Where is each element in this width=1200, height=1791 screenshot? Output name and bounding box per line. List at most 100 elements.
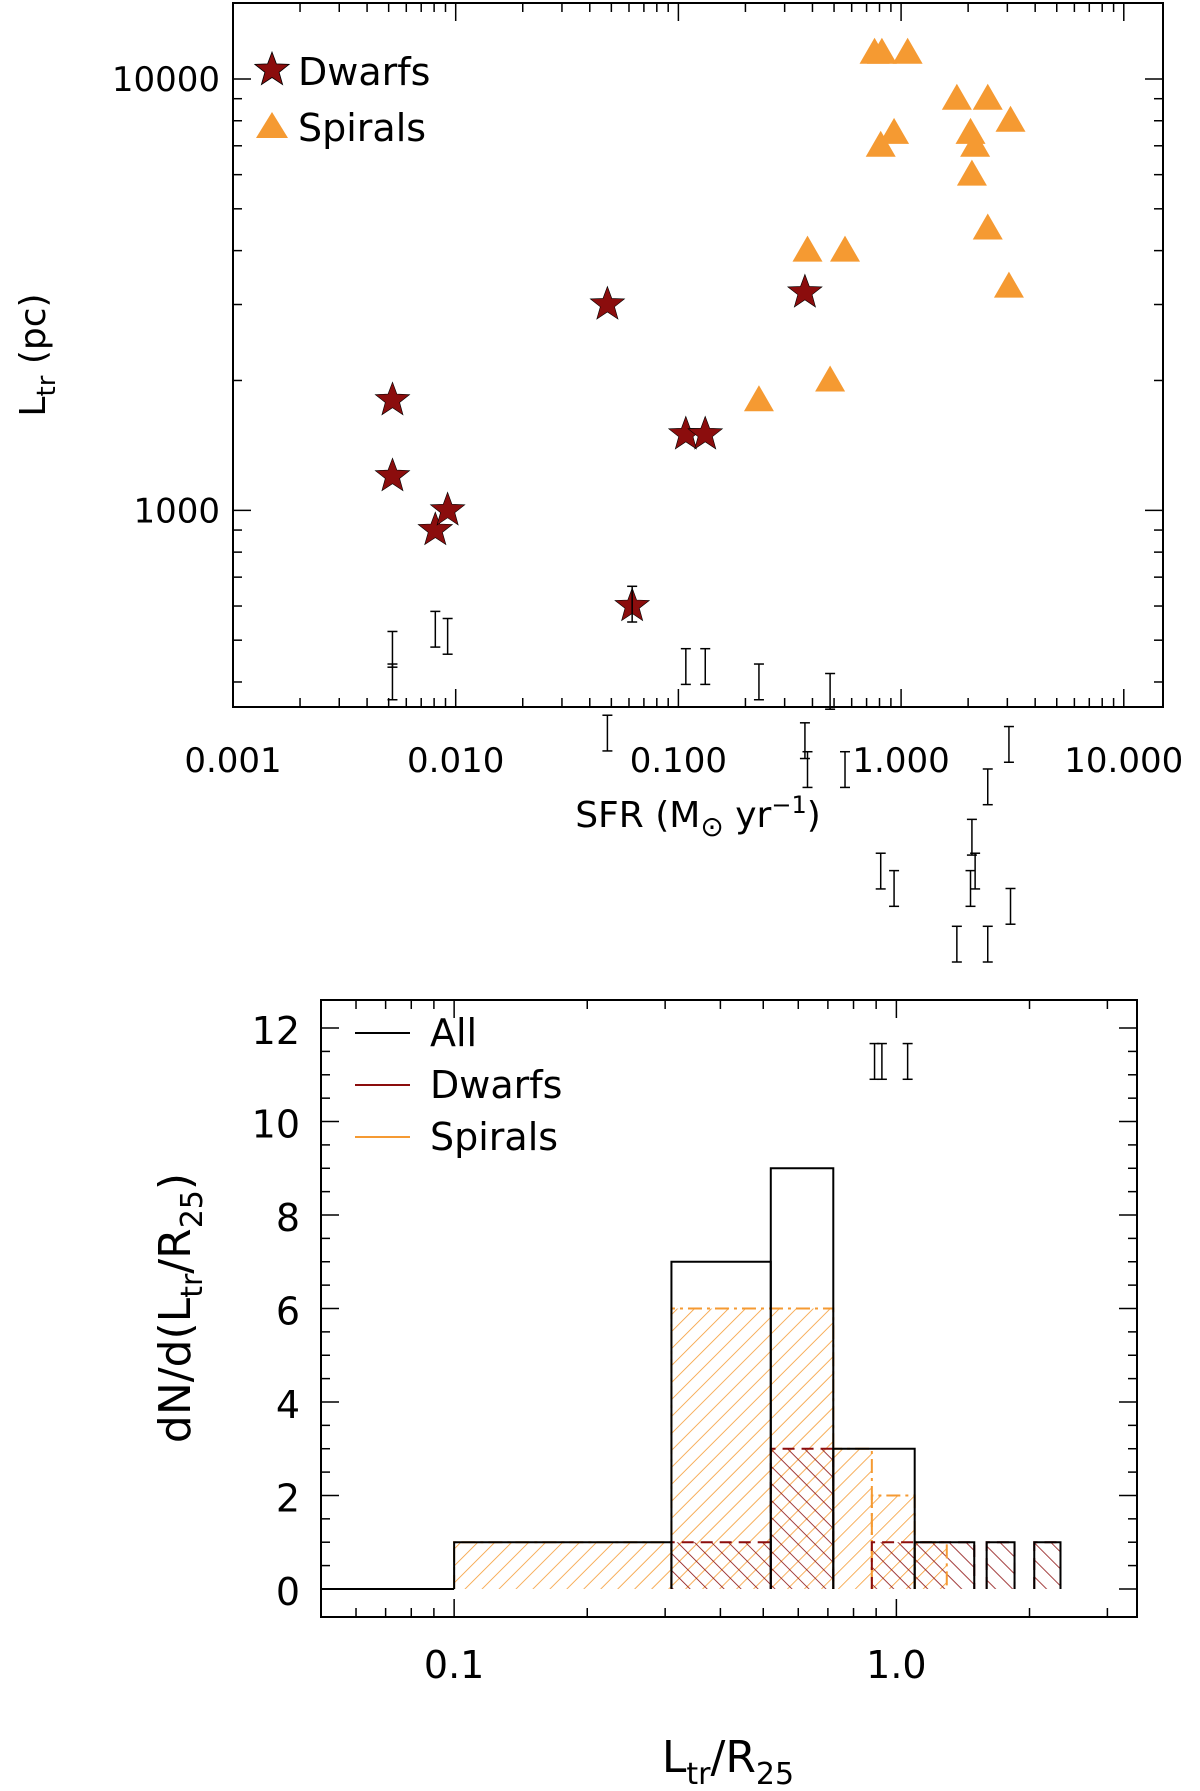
histogram-x-tick-labels: 0.1 1.0 <box>424 1643 927 1687</box>
histogram-steps <box>321 1167 1062 1590</box>
dwarf-point <box>786 273 823 760</box>
dwarfs-bin-fill <box>986 1542 1015 1589</box>
x-tick-label: 1.000 <box>852 741 949 781</box>
y-tick-label: 1000 <box>133 491 220 531</box>
y-tick-label: 10000 <box>112 60 220 100</box>
legend-label-dwarfs: Dwarfs <box>298 50 430 94</box>
scatter-x-tick-labels: 0.001 0.010 0.100 1.000 10.000 <box>184 741 1183 781</box>
spiral-point <box>879 117 910 908</box>
dwarf-point <box>429 491 466 655</box>
legend-label-spirals: Spirals <box>298 106 426 150</box>
dwarf-point <box>589 285 626 752</box>
spiral-point <box>830 235 861 789</box>
triangle-marker <box>792 235 823 262</box>
scatter-legend: Dwarfs Spirals <box>253 50 430 150</box>
dwarfs-bin-fill <box>1034 1542 1061 1589</box>
x-tick-label: 0.100 <box>630 741 727 781</box>
spiral-point <box>859 37 890 1081</box>
triangle-marker <box>941 83 972 110</box>
y-tick-label: 10 <box>252 1103 300 1147</box>
star-marker <box>374 381 411 416</box>
spiral-point <box>941 83 972 963</box>
legend-label-all: All <box>430 1011 477 1055</box>
scatter-ticks <box>232 3 1163 707</box>
x-tick-label: 1.0 <box>866 1643 926 1687</box>
scatter-panel: 0.001 0.010 0.100 1.000 10.000 1000 10000 SFR… <box>13 2 1183 1081</box>
triangle-marker <box>879 117 910 144</box>
star-marker <box>589 285 626 320</box>
scatter-y-axis-label: Ltr (pc) <box>13 293 62 416</box>
spiral-point <box>956 159 987 856</box>
spirals-bin-fill <box>454 1542 672 1589</box>
spiral-point <box>960 130 991 890</box>
legend-label-spirals-hist: Spirals <box>430 1115 558 1159</box>
star-marker <box>786 273 823 308</box>
y-tick-label: 8 <box>276 1196 300 1240</box>
triangle-marker <box>993 271 1024 298</box>
spiral-point <box>892 37 923 1081</box>
dwarfs-bin-fill <box>770 1448 834 1589</box>
triangle-marker <box>960 130 991 157</box>
dwarf-point <box>374 381 411 701</box>
histogram-x-axis-label: Ltr/R25 <box>662 1732 794 1791</box>
y-tick-label: 6 <box>276 1290 300 1334</box>
all-bin <box>832 1447 916 1589</box>
triangle-marker <box>830 235 861 262</box>
star-marker <box>374 457 411 492</box>
star-marker <box>429 491 466 526</box>
all-bin <box>769 1167 835 1589</box>
scatter-y-tick-labels: 1000 10000 <box>112 60 220 531</box>
spiral-point <box>815 365 846 710</box>
histogram-legend: All Dwarfs Spirals <box>355 1011 562 1159</box>
legend-star-marker <box>253 50 291 86</box>
histogram-y-axis-label: dN/d(Ltr/R25) <box>150 1173 210 1443</box>
triangle-marker <box>815 365 846 392</box>
dwarf-point <box>687 415 724 686</box>
x-tick-label: 0.001 <box>184 741 281 781</box>
dwarf-point <box>417 511 454 648</box>
y-tick-label: 4 <box>276 1383 300 1427</box>
dwarf-point <box>614 585 651 623</box>
triangle-marker <box>972 83 1003 110</box>
all-bin <box>985 1541 1016 1589</box>
y-tick-label: 12 <box>252 1009 300 1053</box>
spiral-point <box>866 37 897 1081</box>
all-bin <box>1033 1541 1062 1589</box>
dwarf-point <box>374 457 411 668</box>
scatter-plot-frame <box>232 2 1164 708</box>
dwarfs-bin-fill <box>671 1542 771 1589</box>
histogram-y-tick-labels: 0 2 4 6 8 10 12 <box>252 1009 300 1614</box>
legend-triangle-marker <box>256 112 288 138</box>
star-marker <box>687 415 724 450</box>
triangle-marker <box>892 37 923 64</box>
spiral-point <box>743 385 774 701</box>
triangle-marker <box>972 213 1003 240</box>
y-tick-label: 2 <box>276 1476 300 1520</box>
triangle-marker <box>866 37 897 64</box>
histogram-ticks <box>320 1000 1137 1617</box>
y-tick-label: 0 <box>276 1570 300 1614</box>
histogram-hatch-fills <box>454 1308 1061 1589</box>
star-marker <box>417 511 454 546</box>
spirals-bin-fill <box>833 1448 872 1589</box>
triangle-marker <box>956 159 987 186</box>
spiral-point <box>972 83 1003 963</box>
legend-label-dwarfs-hist: Dwarfs <box>430 1063 562 1107</box>
triangle-marker <box>995 105 1026 132</box>
spiral-point <box>995 105 1026 925</box>
histogram-panel: 0.1 1.0 0 2 4 6 8 10 12 Ltr/R25 dN/d(Ltr/R25) A… <box>150 999 1138 1791</box>
spiral-point <box>792 235 823 789</box>
spirals-bin <box>832 1447 873 1589</box>
scatter-points <box>374 37 1026 1081</box>
x-tick-label: 0.1 <box>424 1643 484 1687</box>
dwarf-point <box>667 415 704 686</box>
x-tick-label: 10.000 <box>1064 741 1183 781</box>
spiral-point <box>993 271 1024 764</box>
scatter-x-axis-label: SFR (M⊙ yr−1) <box>575 791 821 843</box>
histogram-plot-frame <box>320 999 1138 1618</box>
x-tick-label: 0.010 <box>407 741 504 781</box>
spiral-point <box>972 213 1003 806</box>
triangle-marker <box>743 385 774 412</box>
dwarfs-bin-fill <box>871 1542 975 1589</box>
